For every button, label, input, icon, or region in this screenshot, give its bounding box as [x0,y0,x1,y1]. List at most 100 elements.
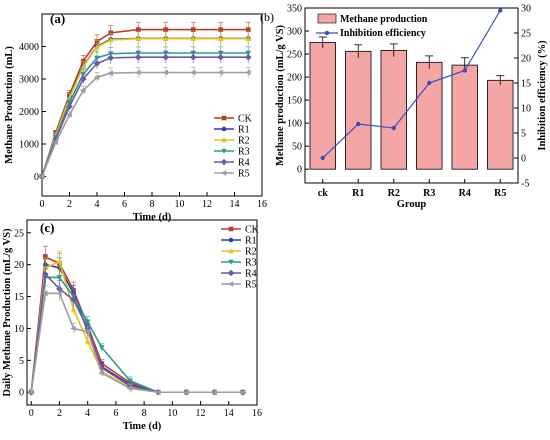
chart-c-x-tick-label: 4 [85,408,90,419]
chart-c-legend-label-r3: R3 [245,258,257,269]
chart-a-legend-label-r4: R4 [238,158,250,169]
chart-a-x-tick-label: 12 [202,199,212,210]
chart-b-x-tick-label: R1 [352,188,364,199]
chart-c-x-tick-label: 12 [196,408,206,419]
chart-c-x-tick-label: 10 [167,408,177,419]
chart-c-legend-marker-r3 [228,259,234,265]
chart-b-legend-label-line: Inhibition efficiency [340,28,426,39]
chart-a-x-tick-label: 14 [230,199,240,210]
chart-a-data-point-ck [190,27,196,32]
chart-c-legend-marker-ck [228,226,234,232]
chart-b-y-tick-label: 50 [292,142,302,153]
chart-a-legend-marker-r5 [220,170,227,176]
chart-a-legend-label-ck: CK [238,114,253,125]
chart-a-data-point-r5 [107,70,114,76]
chart-c-data-point-r5 [154,389,161,396]
chart-a-legend-marker-r2 [221,137,227,143]
chart-c-legend-label-r5: R5 [245,280,257,291]
panel-label-a: (a) [50,11,65,26]
chart-a-data-point-r2 [94,44,100,50]
chart-a-legend-label-r2: R2 [238,136,250,147]
chart-c-x-tick-label: 16 [252,408,262,419]
chart-a-data-point-r5 [217,69,224,76]
chart-c-data-point-r5 [84,328,90,335]
chart-b-bar-r1 [345,50,372,170]
chart-b-y-tick-label: 200 [287,73,302,84]
chart-c-data-point-r5 [42,290,48,297]
chart-a-x-axis-title: Time (d) [133,212,172,223]
chart-b-inhibition-point [427,80,432,86]
chart-c-plot-frame [26,219,258,406]
chart-c-data-point-r3 [127,378,133,384]
chart-a-data-point-r5 [52,139,59,146]
chart-c-legend-label-r1: R1 [245,236,257,247]
chart-a-x-tick-label: 4 [95,199,100,210]
chart-c-series-line-ck [30,255,243,394]
chart-b-x-tick-label: R4 [459,188,471,199]
chart-c-data-point-r2 [84,338,91,344]
chart-a-x-tick-label: 8 [150,199,155,210]
chart-b-x-tick-label: R5 [494,188,506,199]
chart-a-data-point-r2 [107,37,114,43]
chart-c-data-point-r3 [84,319,91,325]
chart-a-data-point-r4 [107,54,115,62]
chart-a-data-point-r5 [93,74,100,81]
chart-a-x-tick-label: 16 [257,199,267,210]
chart-b-y2-tick-label: 10 [521,104,531,115]
chart-c-data-point-r2 [70,306,77,312]
chart-c-x-tick-label: 8 [142,408,147,419]
chart-b-inhibition-point [356,121,361,127]
chart-c-x-tick-label: 2 [57,408,62,419]
chart-a-data-point-r5 [66,111,72,118]
chart-c-x-tick-label: 0 [29,408,34,419]
chart-a-series-line-ck [41,28,249,177]
chart-a-legend-label-r5: R5 [238,169,250,180]
chart-a-data-point-r4 [217,53,225,61]
chart-a-x-tick-label: 6 [122,199,127,210]
chart-a-data-point-ck [163,27,169,32]
chart-a-data-point-r5 [162,69,169,76]
chart-b-y2-tick-label: 20 [521,54,531,65]
chart-a-y-tick-label: 4000 [19,42,39,53]
chart-c-y-tick-label: 0 [19,388,24,399]
chart-a-y-tick-label: 2000 [19,107,39,118]
chart-a-legend-label-r3: R3 [238,147,250,158]
chart-a-data-point-r5 [134,69,141,76]
chart-c-legend-label-ck: CK [245,225,260,236]
chart-a-data-point-r4 [189,53,197,61]
chart-a-data-point-r2 [217,35,224,41]
chart-c-data-point-r5 [56,290,62,297]
chart-c-legend-marker-r5 [227,281,234,287]
chart-b-inhibition-point [320,155,325,161]
chart-a-data-point-r4 [134,53,142,61]
chart-a-data-point-r5 [244,69,251,76]
chart-c-data-point-r3 [56,275,63,281]
chart-c-legend-marker-r1 [228,237,234,243]
chart-b-inhibition-point [498,8,503,13]
chart-c-series-line-r3 [30,276,243,394]
chart-b-inhibition-point [462,68,467,73]
chart-c-data-point-r4 [70,296,77,304]
chart-b-plot-frame [304,7,519,184]
chart-a-data-point-r3 [66,100,73,106]
chart-b-legend-marker [324,30,330,36]
chart-b-x-tick-label: ck [318,188,328,199]
chart-c-data-point-r5 [239,389,246,396]
chart-c-legend-label-r2: R2 [245,247,257,258]
chart-b-y-tick-label: 250 [287,50,302,61]
chart-a-data-point-r4 [79,75,87,83]
chart-b-y-tick-label: 300 [287,27,302,38]
chart-a-data-point-r2 [190,35,197,41]
chart-a-data-point-r4 [66,103,73,110]
chart-b-y2-tick-label: 30 [521,4,531,15]
chart-c-data-point-r5 [98,370,105,376]
chart-c-y-tick-label: 25 [14,228,24,239]
chart-b-y-tick-label: 100 [287,119,302,130]
chart-a-data-point-r2 [80,63,87,69]
chart-a-data-point-ck [245,27,251,32]
chart-c-x-tick-label: 14 [224,408,234,419]
chart-a-legend-marker-r1 [221,126,227,132]
chart-c-series-line-r4 [30,272,243,394]
chart-b-y2-tick-label: 15 [521,79,531,90]
